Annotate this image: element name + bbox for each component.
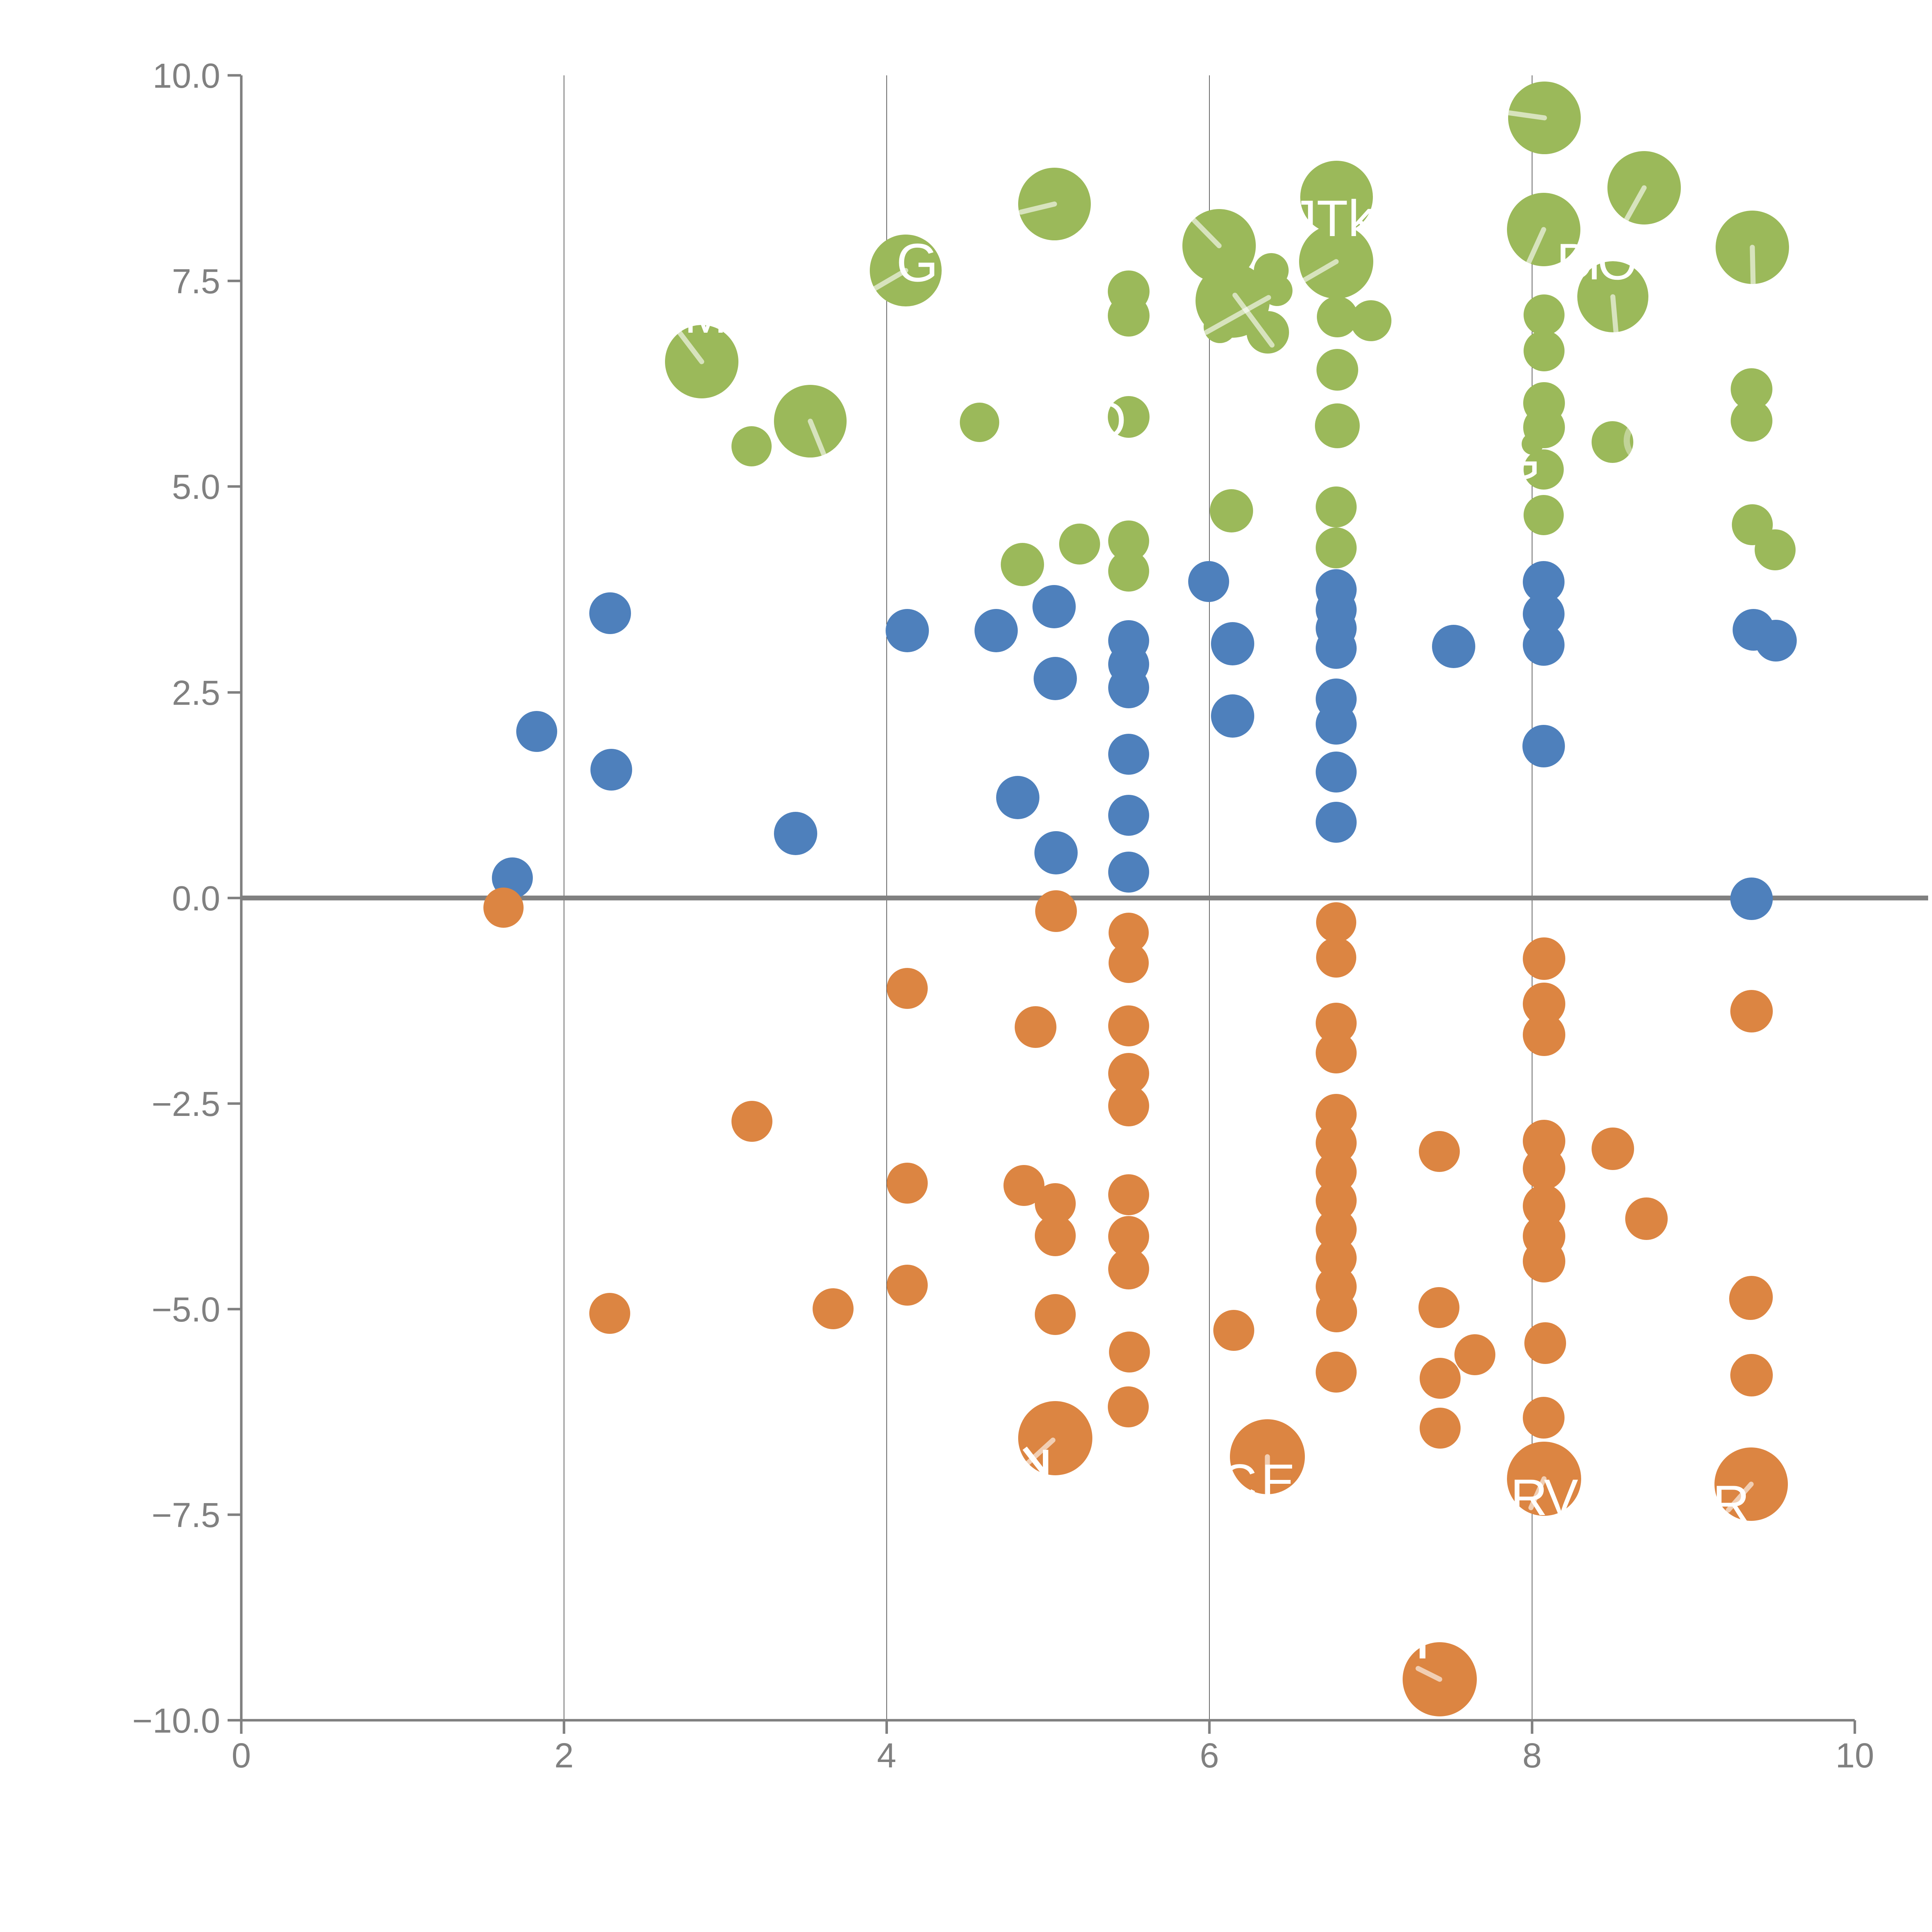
svg-text:O: O	[1086, 392, 1126, 449]
svg-text:6: 6	[1200, 1736, 1219, 1775]
svg-text:M: M	[684, 287, 727, 344]
svg-text:2: 2	[554, 1736, 574, 1775]
svg-text:G: G	[896, 232, 939, 293]
svg-text:2.5: 2.5	[172, 674, 220, 713]
svg-text:I: I	[1587, 233, 1602, 291]
svg-text:V: V	[1544, 1469, 1578, 1526]
svg-text:8: 8	[1522, 1736, 1542, 1775]
svg-text:4: 4	[877, 1736, 896, 1775]
svg-text:G: G	[1500, 433, 1540, 490]
svg-text:C: C	[1220, 1454, 1257, 1511]
svg-text:JTk: JTk	[1291, 190, 1374, 247]
svg-text:−2.5: −2.5	[151, 1085, 220, 1124]
svg-text:−5.0: −5.0	[151, 1291, 220, 1329]
svg-text:R: R	[1510, 1469, 1548, 1526]
svg-text:0: 0	[231, 1736, 251, 1775]
svg-text:R: R	[1713, 1475, 1750, 1532]
svg-text:−10.0: −10.0	[132, 1702, 220, 1740]
svg-text:O: O	[1597, 233, 1637, 291]
svg-text:−7.5: −7.5	[151, 1496, 220, 1535]
svg-text:7.5: 7.5	[172, 262, 220, 301]
svg-text:E: E	[1261, 1454, 1296, 1511]
svg-text:D: D	[1556, 233, 1594, 291]
svg-text:10: 10	[1835, 1736, 1874, 1775]
svg-text:0.0: 0.0	[172, 879, 220, 918]
svg-text:10.0: 10.0	[153, 57, 220, 95]
svg-text:5.0: 5.0	[172, 468, 220, 507]
